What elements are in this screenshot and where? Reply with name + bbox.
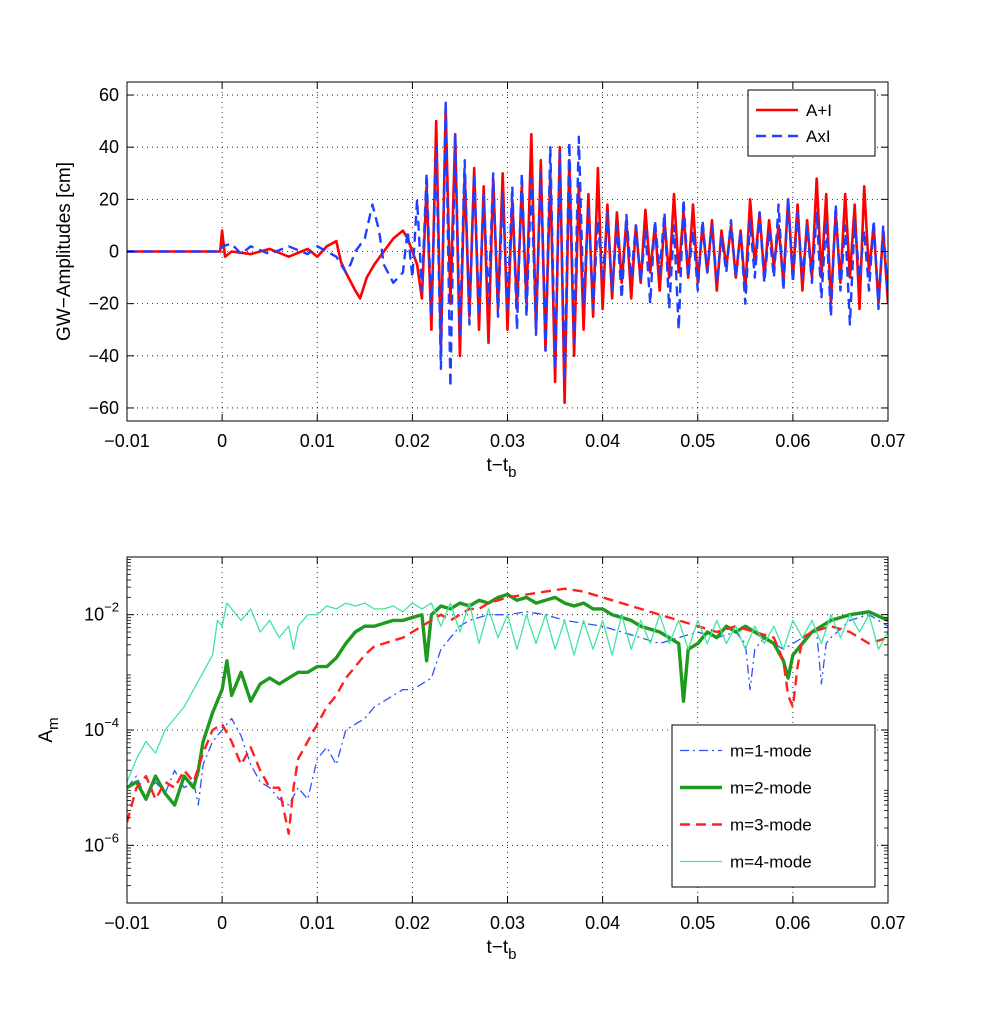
series-line-m=2-mode (127, 592, 888, 807)
legend-label: AxI (806, 127, 831, 146)
y-tick-label: 20 (99, 189, 119, 209)
top-panel-legend: A+I AxI (747, 89, 876, 157)
y-tick-label: 10−6 (84, 830, 119, 855)
bottom-panel-legend: m=1-mode m=2-mode m=3-mode m=4-mode (671, 724, 876, 888)
x-tick-label: 0.05 (680, 431, 715, 451)
top-panel: −0.01 0 0.01 0.02 0.03 0.04 0.05 0.06 0.07 −60 −40… (54, 81, 906, 481)
x-tick-label: 0.06 (775, 913, 810, 933)
legend-label: m=3-mode (730, 816, 812, 835)
legend-box (747, 89, 876, 157)
x-tick-label: 0.04 (585, 431, 620, 451)
top-panel-ticks: −0.01 0 0.01 0.02 0.03 0.04 0.05 0.06 0.07 −60 −40… (88, 82, 906, 451)
bottom-panel-ticks: −0.01 0 0.01 0.02 0.03 0.04 0.05 0.06 0.07 10−6 10… (84, 557, 906, 933)
bottom-panel: −0.01 0 0.01 0.02 0.03 0.04 0.05 0.06 0.07 10−6 10… (36, 556, 906, 963)
series-line-m=4-mode (127, 602, 888, 783)
legend-box (671, 724, 876, 888)
x-tick-label: 0 (217, 431, 227, 451)
x-tick-label: 0.02 (395, 913, 430, 933)
top-x-axis-label: t−tb (487, 455, 517, 481)
x-tick-label: 0.07 (870, 913, 905, 933)
y-tick-label: −40 (88, 346, 119, 366)
x-tick-label: 0 (217, 913, 227, 933)
x-tick-label: 0.03 (490, 913, 525, 933)
y-tick-label: −20 (88, 294, 119, 314)
x-tick-label: −0.01 (104, 431, 150, 451)
x-tick-label: 0.02 (395, 431, 430, 451)
x-tick-label: 0.01 (300, 913, 335, 933)
bottom-y-axis-label: Am (36, 717, 62, 742)
y-tick-label: 0 (109, 242, 119, 262)
x-tick-label: 0.01 (300, 431, 335, 451)
y-tick-label: −60 (88, 398, 119, 418)
legend-label: m=1-mode (730, 742, 812, 761)
x-tick-label: 0.07 (870, 431, 905, 451)
series-line-AxI (127, 99, 888, 389)
y-tick-label: 40 (99, 137, 119, 157)
legend-label: m=2-mode (730, 779, 812, 798)
x-tick-label: 0.05 (680, 913, 715, 933)
y-tick-label: 10−4 (84, 715, 119, 740)
x-tick-label: −0.01 (104, 913, 150, 933)
x-tick-label: 0.03 (490, 431, 525, 451)
legend-label: A+I (806, 101, 832, 120)
bottom-x-axis-label: t−tb (487, 937, 517, 963)
top-y-axis-label: GW−Amplitudes [cm] (54, 162, 75, 341)
y-tick-label: 10−2 (84, 600, 119, 625)
bottom-panel-series (127, 587, 888, 835)
top-panel-series (127, 99, 888, 404)
x-tick-label: 0.04 (585, 913, 620, 933)
y-tick-label: 60 (99, 85, 119, 105)
legend-label: m=4-mode (730, 853, 812, 872)
x-tick-label: 0.06 (775, 431, 810, 451)
